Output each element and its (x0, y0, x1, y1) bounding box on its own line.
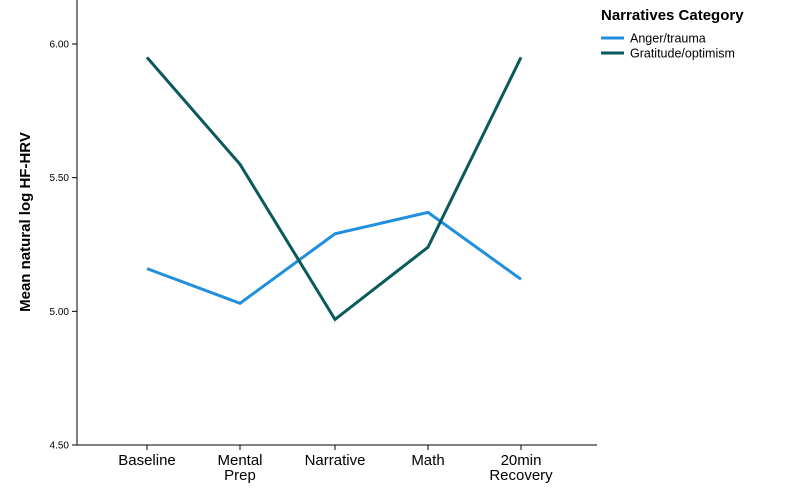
x-tick-label: Narrative (305, 452, 366, 469)
x-tick-label: Baseline (118, 452, 176, 469)
series-line-0 (146, 210, 522, 305)
legend-label-1: Gratitude/optimism (630, 47, 735, 61)
x-tick-label: Mental Prep (217, 452, 262, 484)
y-tick-label: 5.50 (50, 173, 70, 184)
x-ticks: Baseline Mental Prep Narrative Math 20min Reco… (118, 445, 553, 484)
y-axis-title: Mean natural log HF-HRV (17, 132, 34, 312)
y-tick-label: 5.00 (50, 307, 70, 318)
legend: Narratives Category Anger/traumaGratitud… (601, 7, 744, 61)
y-ticks: 4.50 5.00 5.50 6.00 (50, 40, 77, 452)
x-tick-label: Math (411, 452, 444, 469)
legend-title: Narratives Category (601, 7, 744, 24)
y-tick-label: 6.00 (50, 40, 70, 51)
x-tick-label: 20min Recovery (489, 452, 553, 484)
axes (76, 0, 597, 446)
legend-label-0: Anger/trauma (630, 32, 706, 46)
series-line-1 (145, 56, 523, 322)
y-tick-label: 4.50 (50, 441, 70, 452)
series-lines (145, 56, 523, 322)
